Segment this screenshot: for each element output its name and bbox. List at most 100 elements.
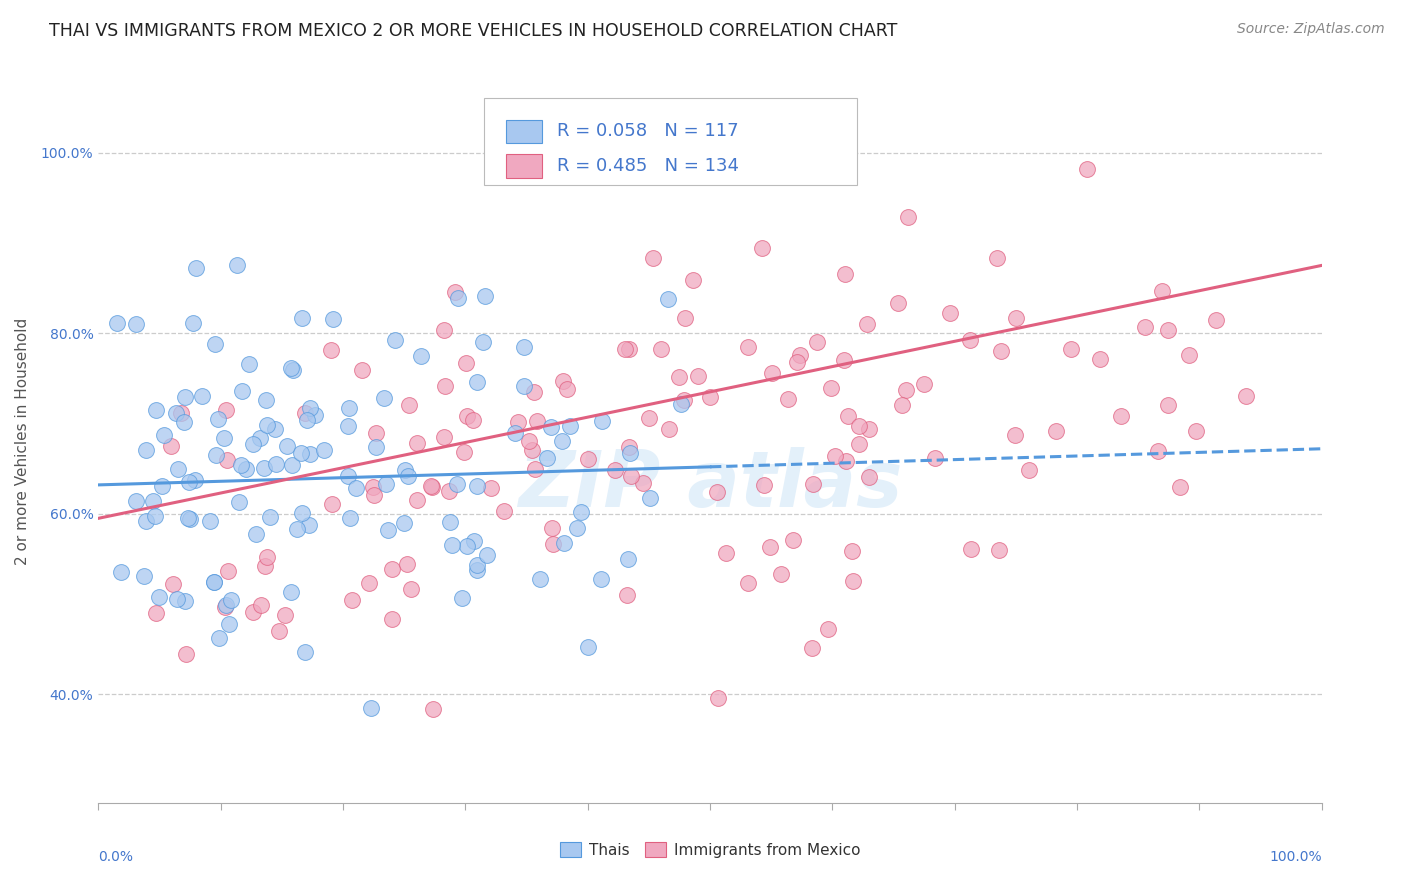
Point bbox=[360, 701, 382, 715]
Point bbox=[759, 540, 782, 554]
Point bbox=[520, 442, 543, 457]
Point bbox=[340, 593, 363, 607]
Point bbox=[446, 477, 468, 491]
Point bbox=[523, 385, 546, 400]
Point bbox=[434, 378, 457, 392]
Point bbox=[540, 521, 562, 535]
Point bbox=[177, 475, 200, 490]
Point bbox=[191, 389, 214, 403]
Point bbox=[834, 353, 856, 368]
Point bbox=[686, 368, 709, 383]
Point bbox=[617, 440, 640, 454]
Point bbox=[463, 413, 485, 427]
Point bbox=[361, 480, 384, 494]
Point bbox=[336, 418, 359, 433]
Point bbox=[614, 342, 637, 356]
Point bbox=[536, 451, 558, 466]
Point bbox=[465, 375, 488, 389]
Point bbox=[503, 425, 526, 440]
Point bbox=[959, 333, 981, 347]
Point bbox=[276, 439, 298, 453]
Point bbox=[848, 418, 870, 433]
Point bbox=[479, 481, 502, 495]
Point bbox=[541, 537, 564, 551]
Point bbox=[394, 463, 416, 477]
Point bbox=[384, 333, 406, 347]
Point bbox=[657, 292, 679, 306]
Point bbox=[319, 343, 342, 358]
Point bbox=[235, 462, 257, 476]
Point bbox=[392, 516, 415, 530]
Point bbox=[576, 640, 599, 654]
Point bbox=[339, 511, 361, 525]
Point bbox=[184, 261, 207, 276]
Point bbox=[381, 562, 404, 576]
Point bbox=[254, 558, 277, 573]
Point bbox=[125, 493, 148, 508]
Point bbox=[174, 648, 197, 662]
Point bbox=[314, 442, 336, 457]
Point bbox=[619, 342, 641, 356]
Point bbox=[290, 446, 312, 460]
Point bbox=[848, 437, 870, 451]
Point bbox=[887, 296, 910, 310]
Point bbox=[173, 415, 195, 429]
Point bbox=[242, 605, 264, 619]
Point bbox=[419, 479, 441, 493]
Point bbox=[231, 458, 253, 472]
Point bbox=[824, 449, 846, 463]
Point bbox=[959, 542, 981, 557]
Point bbox=[228, 494, 250, 508]
Point bbox=[620, 469, 643, 483]
Point bbox=[465, 479, 488, 493]
Point bbox=[855, 317, 877, 331]
Point bbox=[433, 323, 456, 337]
Point bbox=[181, 316, 204, 330]
Point bbox=[433, 430, 456, 444]
Point bbox=[363, 487, 385, 501]
Point bbox=[673, 310, 696, 325]
Point bbox=[526, 414, 548, 428]
Point bbox=[924, 450, 946, 465]
Point bbox=[751, 241, 773, 255]
Point bbox=[569, 506, 592, 520]
Point bbox=[395, 557, 418, 571]
Point bbox=[638, 491, 661, 505]
Point bbox=[437, 484, 460, 499]
Point bbox=[380, 612, 402, 626]
Point bbox=[304, 408, 326, 422]
Point bbox=[173, 390, 195, 404]
Point bbox=[366, 426, 388, 441]
Point bbox=[344, 481, 367, 495]
Point bbox=[770, 567, 793, 582]
Point bbox=[641, 251, 664, 265]
Point bbox=[110, 565, 132, 579]
Point bbox=[737, 576, 759, 591]
Point bbox=[699, 391, 721, 405]
Point bbox=[986, 251, 1008, 265]
Point bbox=[475, 549, 498, 563]
Text: 0.0%: 0.0% bbox=[98, 850, 134, 863]
Point bbox=[558, 418, 581, 433]
Point bbox=[513, 340, 536, 354]
Point bbox=[453, 445, 475, 459]
Point bbox=[208, 631, 231, 645]
Y-axis label: 2 or more Vehicles in Household: 2 or more Vehicles in Household bbox=[15, 318, 30, 566]
Point bbox=[321, 497, 343, 511]
Point bbox=[439, 516, 461, 530]
Point bbox=[398, 398, 420, 412]
Point bbox=[274, 607, 297, 622]
Point bbox=[143, 508, 166, 523]
Point bbox=[295, 413, 318, 427]
Point bbox=[891, 398, 914, 412]
Point bbox=[322, 312, 344, 326]
Point bbox=[125, 317, 148, 331]
Point bbox=[142, 494, 165, 508]
Point bbox=[1157, 398, 1180, 412]
Point bbox=[1133, 319, 1156, 334]
Point bbox=[214, 599, 236, 613]
Point bbox=[166, 592, 188, 607]
Point bbox=[551, 434, 574, 449]
Point bbox=[294, 406, 316, 420]
Point bbox=[105, 316, 128, 330]
